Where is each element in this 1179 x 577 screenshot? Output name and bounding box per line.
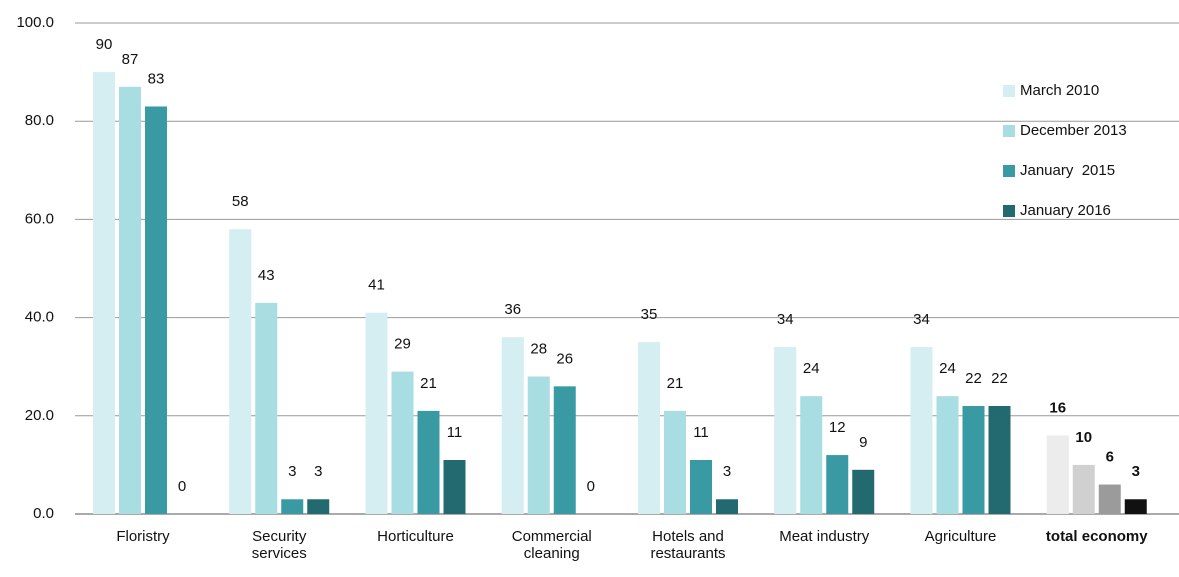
- legend-label: March 2010: [1020, 82, 1099, 99]
- bar: [1098, 484, 1121, 514]
- y-tick-label: 80.0: [25, 112, 54, 129]
- data-label: 3: [288, 463, 296, 480]
- legend-label: January 2016: [1020, 202, 1111, 219]
- x-tick-label: Hotels and restaurants: [650, 528, 726, 562]
- data-label: 29: [394, 336, 411, 353]
- legend-swatch: [1003, 125, 1015, 137]
- data-label: 6: [1106, 449, 1114, 466]
- data-label: 0: [587, 478, 595, 495]
- data-label: 35: [641, 306, 658, 323]
- data-label: 90: [96, 36, 113, 53]
- bar: [391, 371, 414, 514]
- data-label: 43: [258, 267, 275, 284]
- x-tick-label: total economy: [1045, 528, 1148, 545]
- data-label: 36: [504, 301, 521, 318]
- data-label: 58: [232, 193, 249, 210]
- bar: [93, 72, 115, 514]
- bar: [716, 499, 738, 514]
- data-label: 34: [777, 311, 794, 328]
- x-tick-label: Agriculture: [924, 528, 997, 545]
- data-label: 3: [723, 463, 731, 480]
- bar: [638, 342, 660, 514]
- y-tick-label: 60.0: [25, 210, 54, 227]
- data-label: 16: [1049, 399, 1066, 416]
- data-label: 3: [1132, 463, 1140, 480]
- bar: [1072, 464, 1095, 514]
- data-label: 11: [693, 424, 709, 441]
- bar: [1046, 435, 1069, 514]
- data-label: 12: [829, 419, 846, 436]
- bar: [826, 455, 849, 514]
- bar: [443, 459, 466, 514]
- data-label: 26: [556, 350, 573, 367]
- bar: [119, 86, 141, 514]
- x-tick-label: Floristry: [116, 528, 170, 545]
- y-tick-label: 0.0: [33, 505, 54, 522]
- legend-swatch: [1003, 85, 1015, 97]
- bar: [962, 405, 985, 514]
- data-label: 83: [148, 70, 165, 87]
- data-label: 87: [122, 51, 139, 68]
- data-label: 28: [530, 340, 547, 357]
- bar: [800, 396, 823, 514]
- data-label: 21: [420, 375, 437, 392]
- x-tick-label: Security services: [251, 528, 307, 562]
- bar: [365, 312, 388, 514]
- legend-label: December 2013: [1020, 122, 1127, 139]
- bar: [1124, 499, 1147, 514]
- bar: [690, 459, 712, 514]
- data-label: 21: [667, 375, 684, 392]
- data-label: 22: [965, 370, 982, 387]
- data-label: 10: [1075, 429, 1092, 446]
- bar: [774, 347, 797, 514]
- data-label: 24: [939, 360, 956, 377]
- x-tick-label: Horticulture: [377, 528, 454, 545]
- bar: [852, 469, 875, 514]
- bar: [307, 499, 330, 514]
- data-label: 9: [859, 434, 867, 451]
- bar: [910, 347, 933, 514]
- bar: [255, 302, 278, 514]
- y-tick-label: 20.0: [25, 407, 54, 424]
- legend-swatch: [1003, 205, 1015, 217]
- bar: [988, 405, 1011, 514]
- data-label: 22: [991, 370, 1008, 387]
- y-tick-label: 100.0: [16, 14, 54, 31]
- x-tick-label: Commercial cleaning: [511, 528, 592, 562]
- bar: [229, 229, 252, 514]
- x-tick-label: Meat industry: [779, 528, 870, 545]
- bar: [527, 376, 550, 514]
- bar: [664, 410, 686, 514]
- bar: [281, 499, 304, 514]
- bar: [145, 106, 167, 514]
- bar: [417, 410, 440, 514]
- bar: [553, 386, 576, 514]
- data-label: 34: [913, 311, 930, 328]
- legend-label: January 2015: [1020, 162, 1115, 179]
- data-label: 3: [314, 463, 322, 480]
- bar: [501, 337, 524, 514]
- bar: [936, 396, 959, 514]
- data-label: 41: [368, 277, 385, 294]
- legend-swatch: [1003, 165, 1015, 177]
- data-label: 11: [447, 424, 463, 441]
- y-tick-label: 40.0: [25, 309, 54, 326]
- data-label: 0: [178, 478, 186, 495]
- data-label: 24: [803, 360, 820, 377]
